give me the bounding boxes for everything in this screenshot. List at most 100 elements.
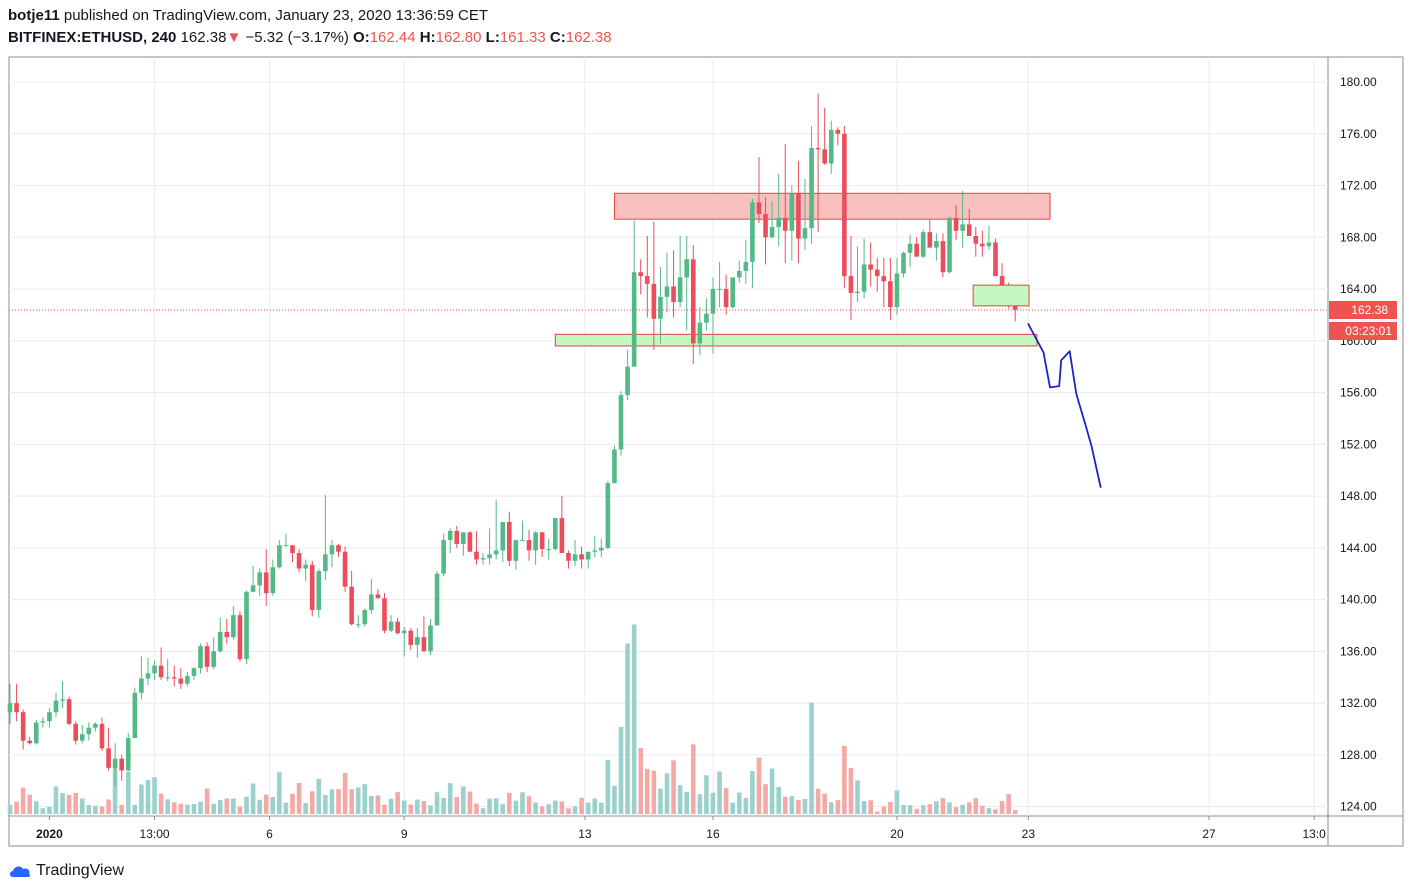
candle-body xyxy=(861,264,867,292)
footer: TradingView xyxy=(8,860,124,882)
volume-bar xyxy=(369,795,374,814)
volume-bar xyxy=(920,805,926,814)
candle-body xyxy=(33,722,39,744)
candle-body xyxy=(316,571,322,610)
brand-name[interactable]: TradingView xyxy=(36,862,125,879)
volume-bar xyxy=(323,795,328,814)
candle-body xyxy=(966,224,972,236)
candle-body xyxy=(658,296,663,319)
candle-body xyxy=(638,272,644,277)
y-tick-label: 176.00 xyxy=(1340,127,1377,141)
candle-body xyxy=(763,213,768,238)
volume-bar xyxy=(769,768,775,814)
candle-body xyxy=(612,449,617,484)
volume-bar xyxy=(980,805,985,814)
author-name[interactable]: botje11 xyxy=(8,7,60,24)
candle-body xyxy=(940,241,946,273)
candle-body xyxy=(855,291,860,293)
candle-body xyxy=(132,692,138,739)
candle-body xyxy=(487,554,492,559)
volume-bar xyxy=(191,804,197,814)
candle-body xyxy=(953,217,959,231)
volume-bar xyxy=(303,802,308,814)
volume-bar xyxy=(966,802,972,814)
volume-bar xyxy=(848,768,854,814)
candle-body xyxy=(408,630,414,645)
volume-bar xyxy=(487,798,492,814)
volume-bar xyxy=(388,798,394,814)
candle-body xyxy=(828,129,834,164)
candle-body xyxy=(894,273,900,308)
candle-body xyxy=(874,269,880,277)
volume-bar xyxy=(553,800,558,814)
candle-body xyxy=(513,540,519,561)
y-tick-label: 164.00 xyxy=(1340,282,1377,296)
volume-bar xyxy=(171,802,177,814)
candle-body xyxy=(559,518,565,554)
volume-bar xyxy=(66,794,72,814)
candle-body xyxy=(145,673,151,679)
volume-bar xyxy=(132,804,138,814)
volume-bar xyxy=(86,805,92,814)
volume-bar xyxy=(881,806,887,814)
candle-body xyxy=(388,621,394,631)
candle-body xyxy=(79,734,85,741)
candle-body xyxy=(99,723,105,749)
volume-bar xyxy=(776,786,781,814)
volume-bar xyxy=(782,796,788,814)
candle-body xyxy=(993,242,998,277)
close-label: C: xyxy=(549,29,566,46)
volume-bar xyxy=(454,797,460,814)
volume-bar xyxy=(644,768,650,814)
volume-bar xyxy=(993,809,998,814)
volume-bar xyxy=(763,784,768,814)
volume-bar xyxy=(99,806,105,814)
candle-body xyxy=(158,665,164,678)
candle-body xyxy=(736,270,742,278)
candle-body xyxy=(782,217,788,231)
candle-body xyxy=(901,252,906,274)
candle-body xyxy=(369,594,374,610)
volume-bar xyxy=(336,789,341,814)
candle-body xyxy=(973,235,979,244)
candle-body xyxy=(415,637,420,645)
volume-bar xyxy=(408,804,414,814)
volume-bar xyxy=(395,792,400,814)
last-price-tag xyxy=(1329,301,1397,320)
countdown-tag xyxy=(1329,322,1397,341)
candle-body xyxy=(480,558,486,560)
volume-bar xyxy=(638,747,644,814)
volume-bar xyxy=(546,804,552,814)
candle-body xyxy=(119,758,124,771)
candle-body xyxy=(237,615,243,660)
volume-bar xyxy=(421,801,427,814)
volume-bar xyxy=(802,799,808,814)
volume-bar xyxy=(474,803,479,814)
candle-body xyxy=(421,637,427,652)
y-tick-label: 144.00 xyxy=(1340,541,1377,555)
x-tick-label: 27 xyxy=(1202,827,1216,841)
volume-bar xyxy=(204,788,210,814)
candle-body xyxy=(644,276,650,284)
volume-bar xyxy=(658,788,663,814)
volume-bar xyxy=(888,802,893,814)
volume-bar xyxy=(677,785,683,814)
candle-body xyxy=(934,241,939,248)
candle-body xyxy=(802,228,808,239)
candle-body xyxy=(960,224,965,231)
high-label: H: xyxy=(419,29,436,46)
candle-body xyxy=(599,547,604,551)
candle-body xyxy=(743,261,749,271)
volume-bar xyxy=(139,784,144,814)
candle-body xyxy=(671,286,676,302)
candle-body xyxy=(500,521,506,551)
cloud-logo-icon[interactable] xyxy=(8,863,32,879)
candle-body xyxy=(336,545,341,552)
volume-bar xyxy=(382,804,387,814)
candle-body xyxy=(888,281,893,308)
candle-body xyxy=(585,551,591,560)
volume-bar xyxy=(79,798,85,814)
support-zone xyxy=(554,333,1038,347)
y-tick-label: 132.00 xyxy=(1340,696,1377,710)
